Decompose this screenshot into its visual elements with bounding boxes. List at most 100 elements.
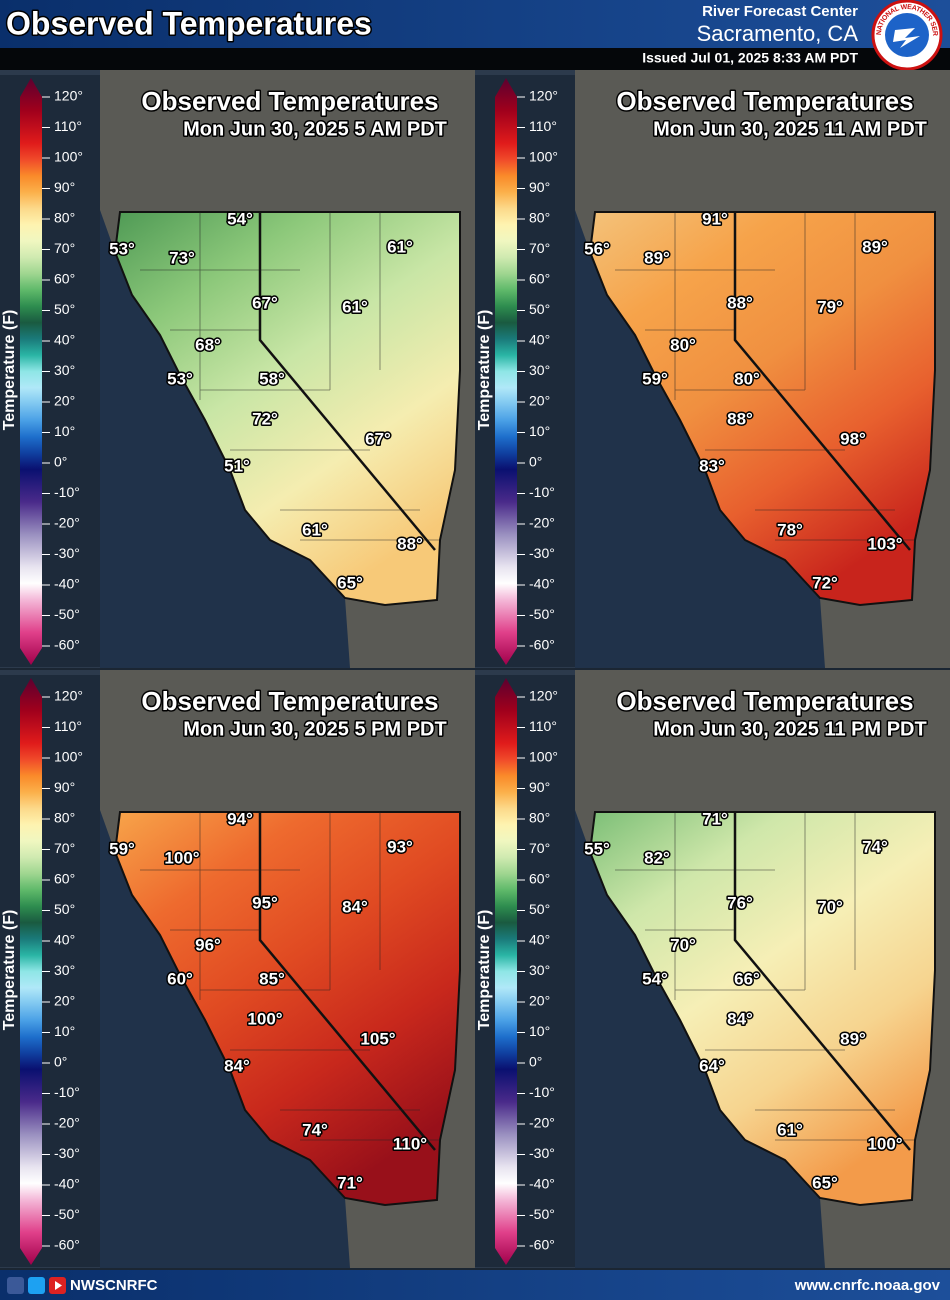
legend-tick-label: -10° <box>54 1084 80 1100</box>
legend-tick-label: -10° <box>54 484 80 500</box>
legend-label: Temperature (F) <box>476 910 493 1031</box>
temperature-label: 83° <box>699 456 725 475</box>
legend-tick-label: 110° <box>529 118 557 134</box>
legend-tick-label: 100° <box>54 749 83 765</box>
legend-tick-label: -40° <box>529 1176 555 1192</box>
legend-tick-label: 120° <box>54 688 83 704</box>
temperature-label: 53° <box>109 239 135 258</box>
legend-tick-label: 20° <box>54 993 75 1009</box>
legend-tick-label: 30° <box>529 362 550 378</box>
panel: 120° 110° 100° 90° 80° 70° 60° 50° 40° 30° 20° 10° 0… <box>0 70 475 668</box>
legend-tick-label: -40° <box>529 576 555 592</box>
temperature-label: 72° <box>812 573 838 592</box>
legend-label: Temperature (F) <box>1 310 18 431</box>
temperature-label: 105° <box>360 1029 395 1048</box>
panel-title: Observed Temperatures <box>141 86 438 116</box>
legend-tick-label: 90° <box>529 779 550 795</box>
county-lines <box>140 212 440 541</box>
ocean <box>100 810 350 1268</box>
temperature-label: 103° <box>867 534 902 553</box>
legend-tick-label: 10° <box>529 1023 550 1039</box>
legend-tick-label: -30° <box>529 1145 555 1161</box>
legend-tick-label: 110° <box>529 718 557 734</box>
temperature-label: 65° <box>337 573 363 592</box>
legend-tick-label: -50° <box>54 1206 80 1222</box>
panel-title: Observed Temperatures <box>141 686 438 716</box>
legend-tick-label: -50° <box>529 1206 555 1222</box>
legend-tick-label: 30° <box>529 962 550 978</box>
legend-tick-label: 100° <box>529 149 558 165</box>
temperature-label: 65° <box>812 1173 838 1192</box>
legend-tick-label: -20° <box>54 515 80 531</box>
legend-tick-label: -40° <box>54 1176 80 1192</box>
legend-tick-label: 20° <box>529 393 550 409</box>
temperature-label: 98° <box>840 429 866 448</box>
legend-tick-label: -50° <box>529 606 555 622</box>
temperature-label: 100° <box>867 1134 902 1153</box>
temperature-label: 70° <box>670 935 696 954</box>
legend-tick-label: 40° <box>54 332 75 348</box>
legend-tick-label: 110° <box>54 718 82 734</box>
temperature-label: 96° <box>195 935 221 954</box>
legend-tick-label: -50° <box>54 606 80 622</box>
legend-tick-label: 20° <box>54 393 75 409</box>
temperature-label: 84° <box>727 1009 753 1028</box>
legend-tick-label: 40° <box>529 332 550 348</box>
legend-tick-label: 60° <box>529 871 550 887</box>
temperature-label: 54° <box>227 209 253 228</box>
temperature-label: 89° <box>840 1029 866 1048</box>
panel-subtitle: Mon Jun 30, 2025 11 AM PDT <box>653 118 927 140</box>
legend-tick-label: 40° <box>54 932 75 948</box>
temperature-label: 59° <box>109 839 135 858</box>
header-strip <box>0 48 950 70</box>
legend-tick-label: 40° <box>529 932 550 948</box>
colorbar <box>20 78 42 665</box>
agency: River Forecast Center <box>702 3 858 20</box>
panel-title: Observed Temperatures <box>616 86 913 116</box>
legend-tick-label: 120° <box>54 88 83 104</box>
social-handle[interactable]: NWSCNRFC <box>70 1277 158 1294</box>
temperature-label: 80° <box>734 369 760 388</box>
legend-tick-label: 80° <box>529 210 550 226</box>
state-area <box>588 811 936 1207</box>
state-area <box>113 811 461 1207</box>
temperature-label: 82° <box>644 848 670 867</box>
legend-tick-label: -30° <box>529 545 555 561</box>
temperature-label: 74° <box>302 1120 328 1139</box>
temperature-label: 58° <box>259 369 285 388</box>
temperature-label: 91° <box>702 209 728 228</box>
panel-subtitle: Mon Jun 30, 2025 5 PM PDT <box>183 718 446 740</box>
legend-tick-label: 100° <box>54 149 83 165</box>
legend-tick-label: 120° <box>529 88 558 104</box>
temperature-label: 74° <box>862 837 888 856</box>
legend-tick-label: 20° <box>529 993 550 1009</box>
ocean <box>100 210 350 668</box>
county-lines <box>615 212 915 541</box>
temperature-label: 70° <box>817 897 843 916</box>
legend-tick-label: -10° <box>529 484 555 500</box>
social-icons[interactable] <box>7 1277 66 1294</box>
website-url[interactable]: www.cnrfc.noaa.gov <box>794 1277 941 1294</box>
legend-tick-label: -60° <box>529 637 555 653</box>
legend-tick-label: 50° <box>54 301 75 317</box>
legend-tick-label: 80° <box>54 810 75 826</box>
legend-tick-label: 60° <box>54 271 75 287</box>
legend-tick-label: -60° <box>54 637 80 653</box>
legend-tick-label: 90° <box>529 179 550 195</box>
legend-tick-label: 0° <box>529 1054 542 1070</box>
temperature-label: 80° <box>670 335 696 354</box>
legend-tick-label: 50° <box>529 901 550 917</box>
temperature-label: 88° <box>397 534 423 553</box>
legend-tick-label: 70° <box>529 840 550 856</box>
temperature-label: 78° <box>777 520 803 539</box>
colorbar <box>495 678 517 1265</box>
office: Sacramento, CA <box>697 21 859 46</box>
legend-tick-label: 100° <box>529 749 558 765</box>
legend-tick-label: 10° <box>54 1023 75 1039</box>
temperature-label: 59° <box>642 369 668 388</box>
legend-tick-label: 70° <box>54 840 75 856</box>
legend-tick-label: 10° <box>54 423 75 439</box>
issued: Issued Jul 01, 2025 8:33 AM PDT <box>642 50 858 66</box>
state-area <box>588 211 936 607</box>
